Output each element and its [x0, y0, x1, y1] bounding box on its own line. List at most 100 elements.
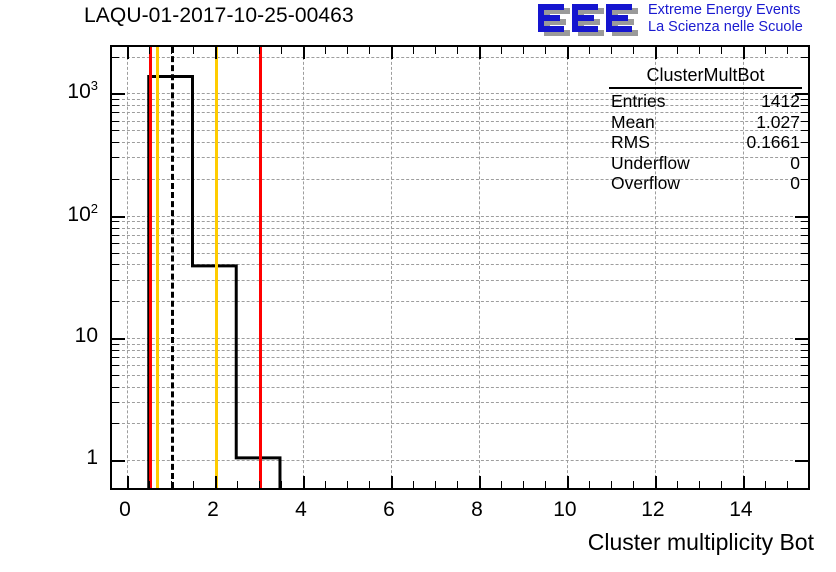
axis-tick [368, 47, 370, 54]
axis-tick [742, 47, 745, 59]
axis-tick [566, 476, 569, 488]
gold-upper-cut [214, 47, 218, 488]
gridline-horizontal [112, 93, 808, 95]
axis-tick [112, 120, 119, 122]
axis-tick [522, 481, 524, 488]
axis-tick [654, 476, 657, 488]
gridline-horizontal [112, 56, 808, 58]
gold-lower-cut [155, 47, 159, 488]
stats-row: RMS 0.1661 [606, 132, 805, 153]
axis-tick [801, 130, 808, 132]
axis-tick [112, 343, 119, 345]
axis-tick [808, 481, 810, 488]
page-title: LAQU-01-2017-10-25-00463 [84, 4, 354, 27]
x-axis-tick-label: 12 [641, 498, 665, 521]
axis-tick [280, 47, 282, 54]
eee-logo-line2: La Scienza nelle Scuole [648, 19, 803, 35]
axis-tick [346, 481, 348, 488]
axis-tick [390, 476, 393, 488]
axis-tick [192, 47, 194, 54]
axis-tick [258, 481, 260, 488]
axis-tick [500, 481, 502, 488]
eee-logo-mark [536, 3, 640, 37]
axis-tick [112, 349, 119, 351]
axis-tick [801, 365, 808, 367]
axis-tick [112, 112, 119, 114]
eee-letter-2 [572, 4, 598, 32]
gridline-horizontal [112, 423, 808, 425]
gridline-horizontal [112, 157, 808, 159]
eee-logo-line1: Extreme Energy Events [648, 2, 801, 18]
axis-tick [808, 47, 810, 54]
axis-tick [764, 47, 766, 54]
axis-tick [112, 386, 119, 388]
axis-tick [801, 279, 808, 281]
axis-tick [720, 481, 722, 488]
x-axis-tick-label: 6 [383, 498, 395, 521]
gridline-horizontal [112, 120, 808, 122]
axis-tick [801, 423, 808, 425]
gridline-vertical [390, 47, 392, 488]
axis-tick [324, 47, 326, 54]
axis-tick [112, 157, 119, 159]
stats-box: ClusterMultBot Entries 1412 Mean 1.027 RMS 0.… [606, 65, 805, 193]
axis-tick [456, 481, 458, 488]
axis-tick [676, 47, 678, 54]
eee-logo: Extreme Energy Events La Scienza nelle S… [530, 2, 830, 38]
stats-row-value: 0 [790, 173, 800, 193]
axis-tick [801, 99, 808, 101]
gridline-horizontal [112, 252, 808, 254]
axis-tick [720, 47, 722, 54]
axis-tick [112, 460, 125, 463]
axis-tick [112, 374, 119, 376]
axis-tick [478, 47, 481, 59]
axis-tick [112, 142, 119, 144]
axis-tick [544, 47, 546, 54]
axis-tick [676, 481, 678, 488]
x-axis-tick-label: 10 [553, 498, 577, 521]
x-axis-tick-label: 4 [295, 498, 307, 521]
gridline-horizontal [112, 105, 808, 107]
x-axis-tick-label: 14 [729, 498, 753, 521]
axis-tick [112, 279, 119, 281]
axis-tick [390, 47, 393, 59]
x-axis-tick-label: 8 [471, 498, 483, 521]
eee-letter-shadow-3 [612, 8, 638, 36]
axis-tick [236, 481, 238, 488]
axis-tick [214, 476, 217, 488]
axis-tick [801, 343, 808, 345]
axis-tick [112, 401, 119, 403]
red-upper-cut [258, 47, 262, 488]
axis-tick [112, 178, 119, 180]
axis-tick [112, 215, 125, 218]
axis-tick [654, 47, 657, 59]
gridline-horizontal [112, 264, 808, 266]
axis-tick [795, 460, 808, 463]
axis-tick [112, 356, 119, 358]
eee-logo-text: Extreme Energy Events La Scienza nelle S… [648, 2, 803, 36]
axis-tick [280, 481, 282, 488]
gridline-horizontal [112, 242, 808, 244]
gridline-horizontal [112, 215, 808, 217]
stats-row: Entries 1412 [606, 91, 805, 112]
axis-tick [112, 227, 119, 229]
mean-reference [170, 47, 174, 488]
axis-tick [500, 47, 502, 54]
gridline-horizontal [112, 301, 808, 303]
axis-tick [795, 93, 808, 96]
axis-tick [698, 47, 700, 54]
gridline-horizontal [112, 386, 808, 388]
axis-tick [795, 337, 808, 340]
gridline-vertical [302, 47, 304, 488]
axis-tick [112, 337, 125, 340]
axis-tick [112, 99, 119, 101]
axis-tick [610, 481, 612, 488]
stats-row-value: 1.027 [756, 111, 800, 132]
stats-row-label: Entries [611, 91, 666, 111]
eee-letter-shadow-1 [544, 8, 570, 36]
gridline-horizontal [112, 279, 808, 281]
stats-row-value: 0.1661 [746, 132, 800, 152]
gridline-vertical [478, 47, 480, 488]
axis-tick [801, 349, 808, 351]
